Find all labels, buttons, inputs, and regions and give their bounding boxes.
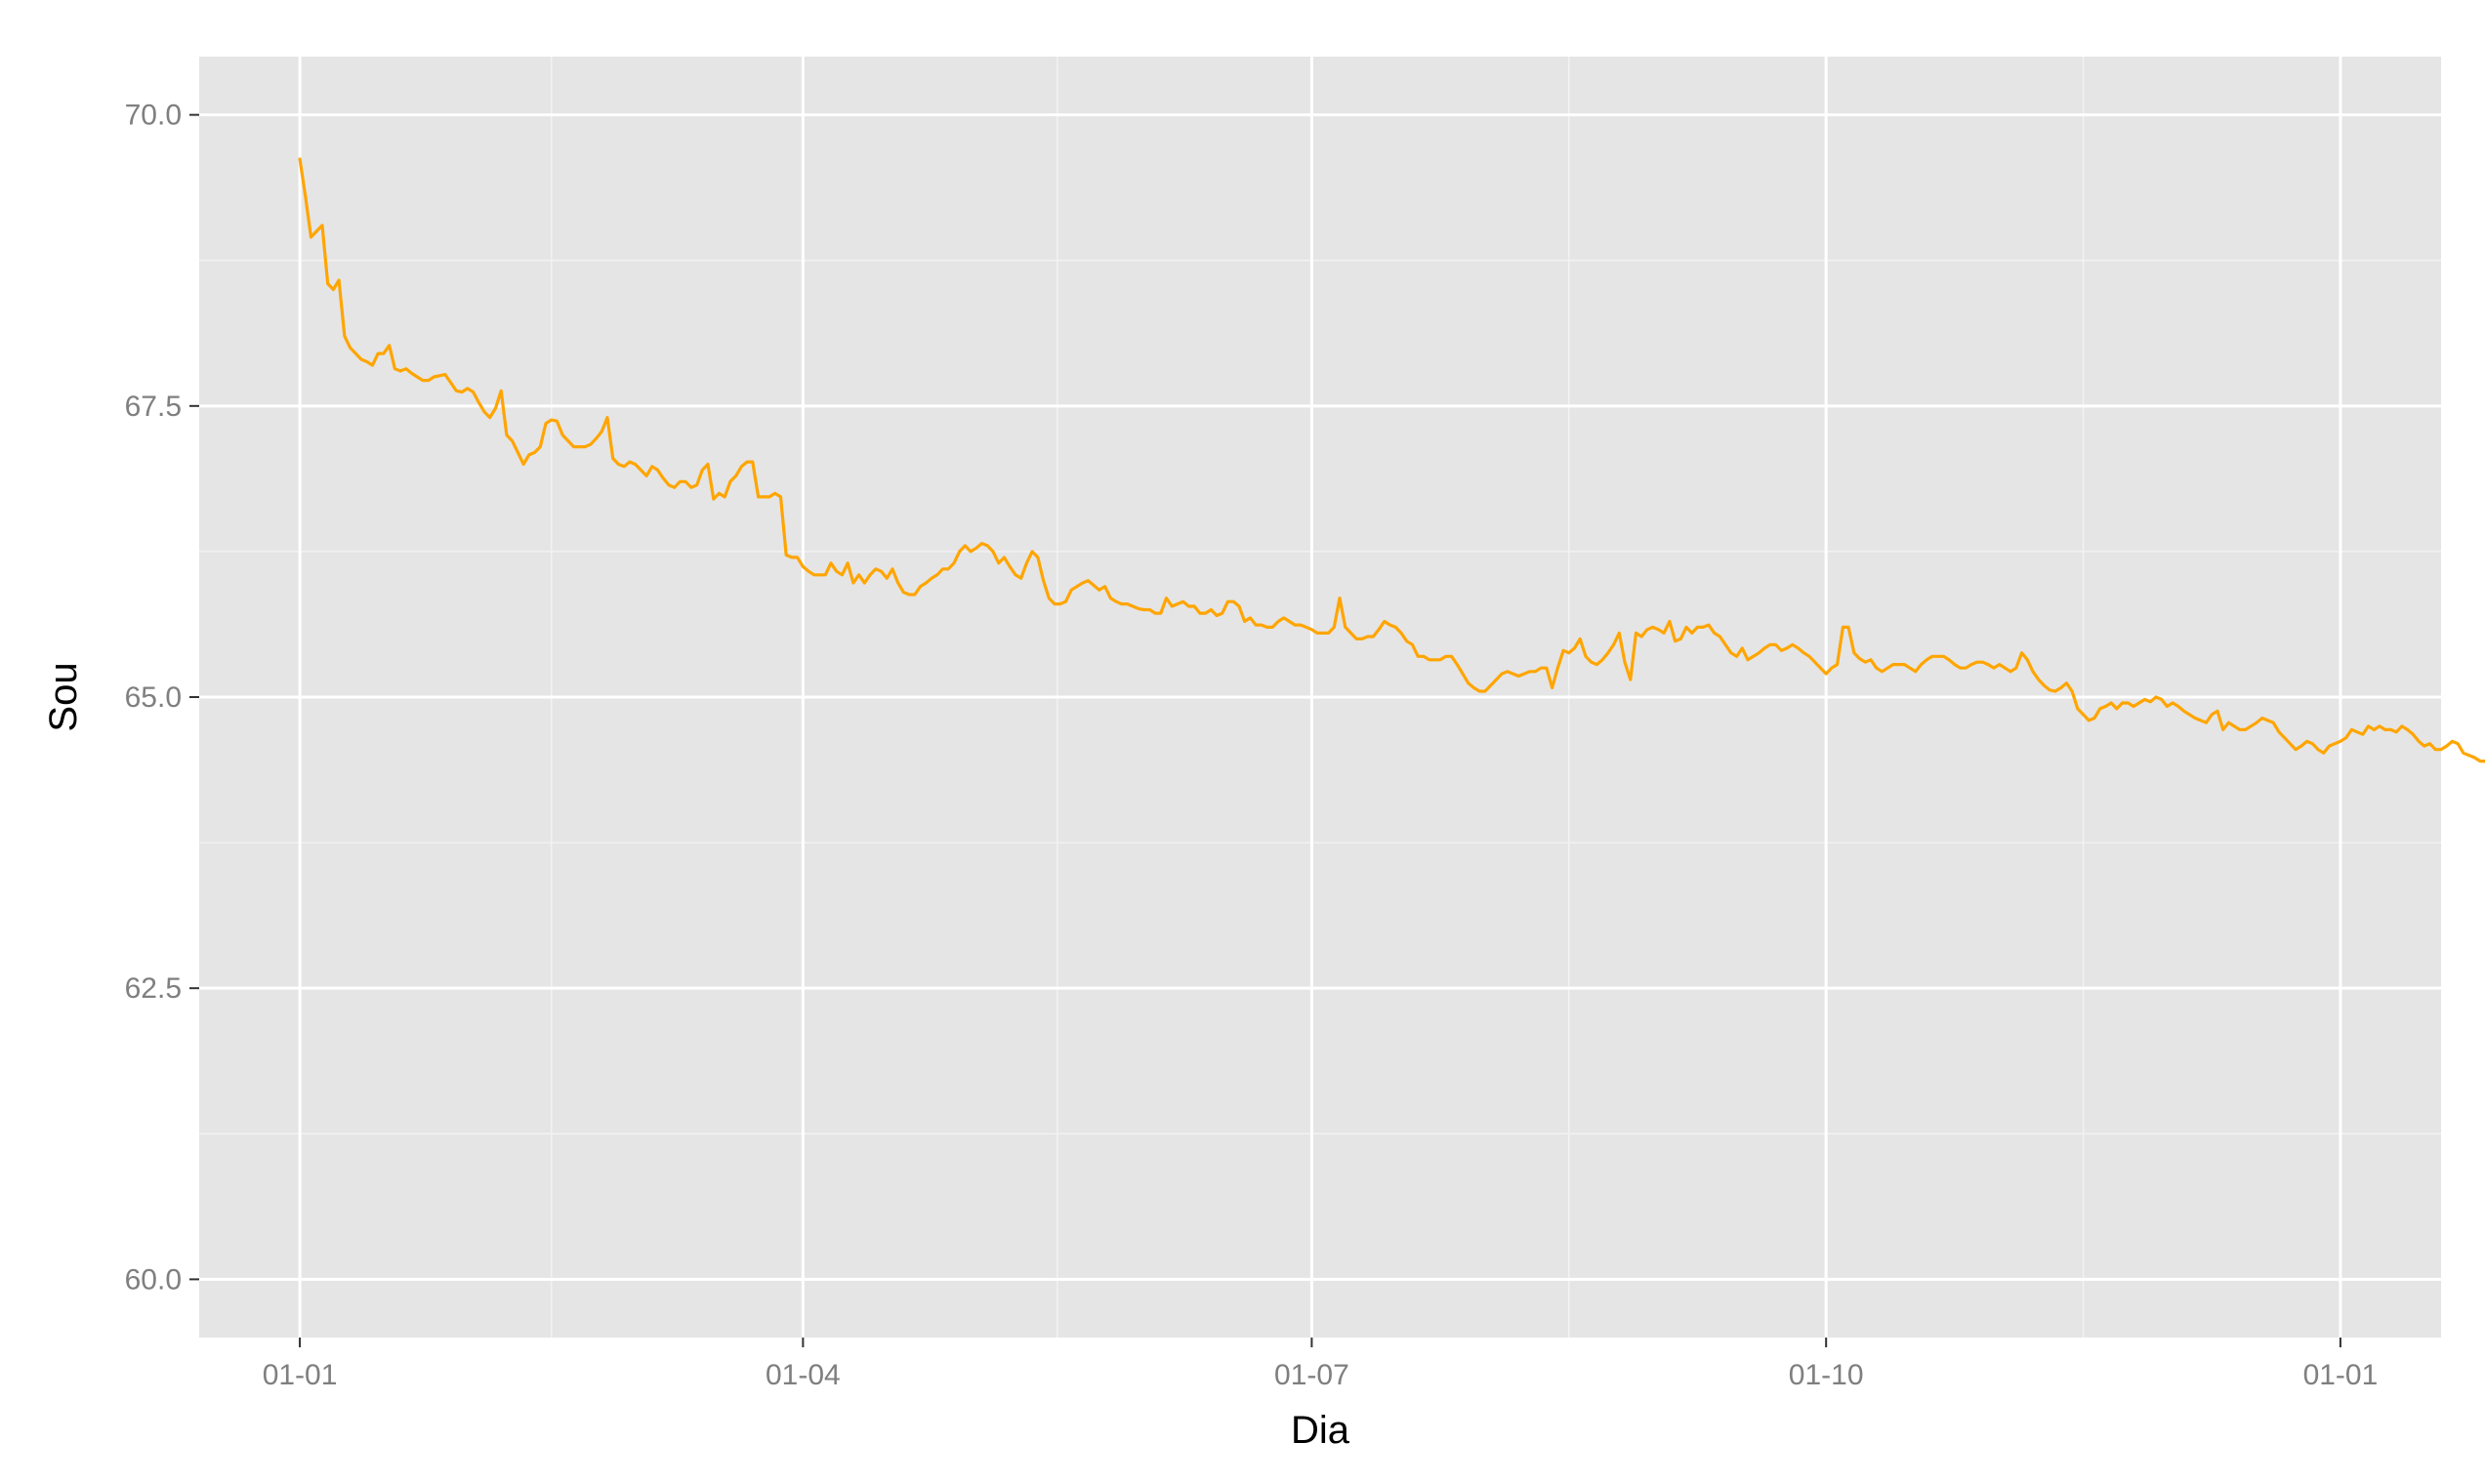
y-tick-label: 62.5 <box>125 972 182 1005</box>
x-tick-label: 01-04 <box>766 1359 841 1391</box>
x-axis: 01-01 01-04 01-07 01-10 01-01 <box>263 1338 2379 1391</box>
x-axis-title: Dia <box>1291 1409 1350 1452</box>
x-tick-label: 01-10 <box>1789 1359 1864 1391</box>
series-line <box>298 157 2485 763</box>
y-tick-label: 70.0 <box>125 100 182 132</box>
y-tick-label: 60.0 <box>125 1263 182 1296</box>
y-axis: 60.0 62.5 65.0 67.5 70.0 <box>125 100 199 1296</box>
x-tick-label: 01-07 <box>1274 1359 1349 1391</box>
y-tick-label: 65.0 <box>125 681 182 714</box>
x-tick-label: 01-01 <box>263 1359 338 1391</box>
y-axis-title: Sou <box>42 662 85 731</box>
y-tick-label: 67.5 <box>125 391 182 423</box>
major-gridlines <box>199 57 2441 1338</box>
x-tick-label: 01-01 <box>2303 1359 2379 1391</box>
